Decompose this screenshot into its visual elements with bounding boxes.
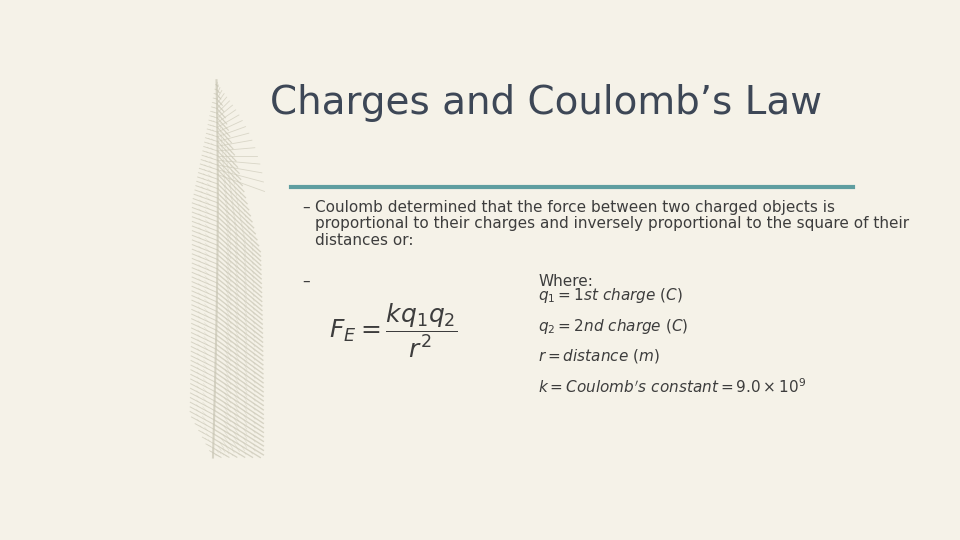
Text: proportional to their charges and inversely proportional to the square of their: proportional to their charges and invers… bbox=[315, 217, 909, 232]
Text: $F_E = \dfrac{kq_1q_2}{r^2}$: $F_E = \dfrac{kq_1q_2}{r^2}$ bbox=[329, 301, 458, 360]
Text: Charges and Coulomb’s Law: Charges and Coulomb’s Law bbox=[271, 84, 823, 122]
Text: distances or:: distances or: bbox=[315, 233, 414, 248]
Text: –: – bbox=[302, 274, 310, 289]
Text: –: – bbox=[302, 200, 310, 214]
Text: $q_2 = \mathit{2nd\ charge\ (C)}$: $q_2 = \mathit{2nd\ charge\ (C)}$ bbox=[539, 317, 689, 336]
Text: $k = \mathit{Coulomb's\ constant} = 9.0 \times 10^9$: $k = \mathit{Coulomb's\ constant} = 9.0 … bbox=[539, 377, 806, 396]
Text: $q_1 = \mathit{1st\ charge\ (C)}$: $q_1 = \mathit{1st\ charge\ (C)}$ bbox=[539, 286, 684, 305]
Text: Where:: Where: bbox=[539, 274, 593, 289]
Text: $r = \mathit{distance\ (m)}$: $r = \mathit{distance\ (m)}$ bbox=[539, 347, 660, 365]
Text: Coulomb determined that the force between two charged objects is: Coulomb determined that the force betwee… bbox=[315, 200, 835, 214]
